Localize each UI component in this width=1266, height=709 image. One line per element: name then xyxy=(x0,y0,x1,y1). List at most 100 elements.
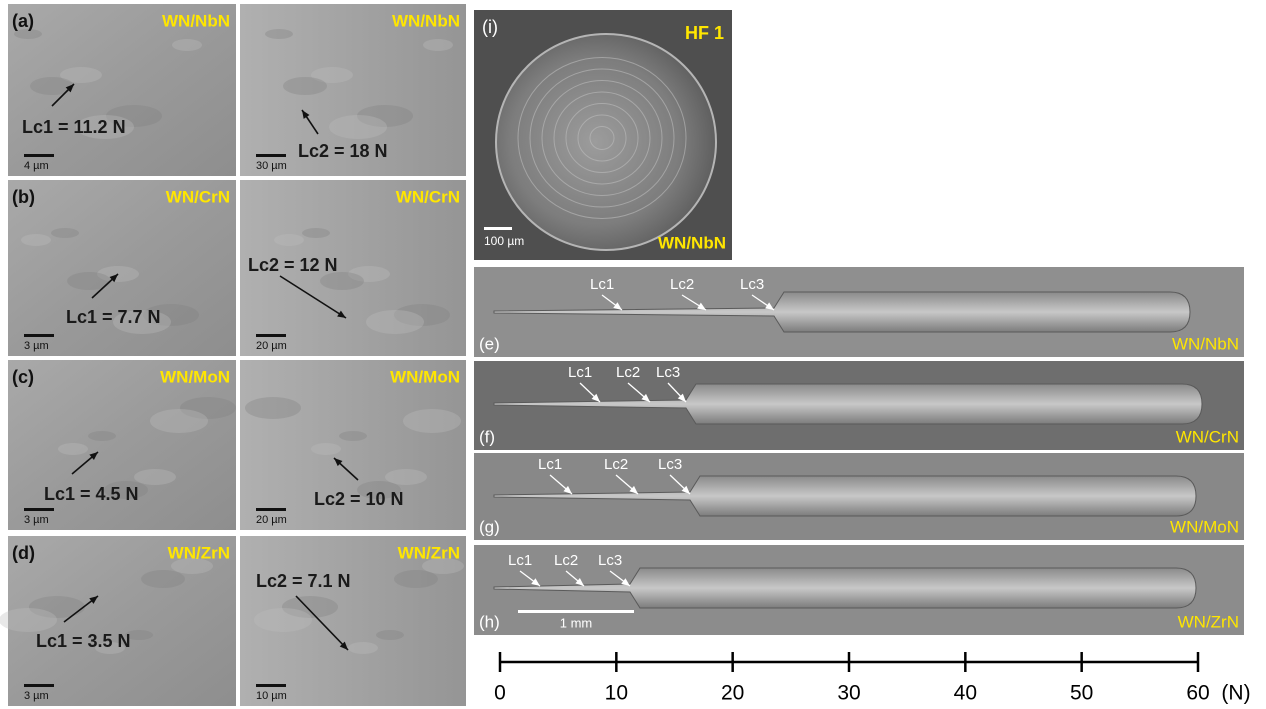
panel-label: (e) xyxy=(479,334,500,353)
texture xyxy=(282,596,338,618)
scale-bar xyxy=(24,684,54,687)
texture xyxy=(143,304,199,326)
critical-load: Lc2 = 7.1 N xyxy=(256,571,351,591)
texture xyxy=(88,431,116,441)
texture xyxy=(113,310,171,334)
scale-bar-label: 1 mm xyxy=(560,615,593,630)
scale-bar xyxy=(256,334,286,337)
marker-label: Lc3 xyxy=(656,364,680,381)
texture xyxy=(422,558,464,574)
scratch-track xyxy=(493,383,1203,425)
texture xyxy=(134,469,176,485)
texture xyxy=(180,397,236,419)
texture xyxy=(348,642,378,654)
scale-bar-label: 3 µm xyxy=(24,690,49,702)
marker-label: Lc2 xyxy=(670,276,694,293)
scale-bar-label: 20 µm xyxy=(256,514,287,526)
texture xyxy=(254,608,312,632)
sem-image xyxy=(8,536,236,706)
texture xyxy=(403,409,461,433)
scale-bar xyxy=(256,508,286,511)
sem-image xyxy=(240,360,466,530)
sem-image xyxy=(8,360,236,530)
critical-load: Lc1 = 11.2 N xyxy=(22,117,126,137)
arrow-head xyxy=(531,578,540,586)
material-label: WN/CrN xyxy=(166,187,230,206)
scale-bar xyxy=(24,334,54,337)
texture xyxy=(0,608,57,632)
arrow-head xyxy=(677,393,686,402)
texture xyxy=(283,77,327,95)
tick-label: 10 xyxy=(605,682,628,705)
scale-bar xyxy=(256,684,286,687)
arrow-head xyxy=(575,578,584,586)
scale-bar xyxy=(518,610,634,613)
indent-ring xyxy=(565,103,639,173)
scale-bar-label: 4 µm xyxy=(24,160,49,172)
arrow-line xyxy=(279,275,347,319)
scratch-track xyxy=(493,475,1197,517)
sem-image xyxy=(8,4,236,176)
tick-label: 50 xyxy=(1070,682,1093,705)
texture xyxy=(339,431,367,441)
texture xyxy=(171,558,213,574)
test-label: HF 1 xyxy=(685,23,724,43)
panel-label: (g) xyxy=(479,517,500,536)
sem-image xyxy=(8,180,236,356)
arrow-head xyxy=(563,485,572,494)
arrow-head xyxy=(621,578,630,586)
texture xyxy=(302,228,330,238)
scale-bar-label: 3 µm xyxy=(24,340,49,352)
panel-label: (i) xyxy=(482,17,498,37)
marker-label: Lc3 xyxy=(740,276,764,293)
critical-load: Lc2 = 12 N xyxy=(248,255,338,275)
arrow-head xyxy=(629,485,638,494)
marker-label: Lc1 xyxy=(590,276,614,293)
texture xyxy=(125,630,153,640)
sem-image xyxy=(240,4,466,176)
texture xyxy=(274,234,304,246)
critical-load: Lc1 = 7.7 N xyxy=(66,307,161,327)
arrow-head xyxy=(681,485,690,494)
critical-load: Lc1 = 4.5 N xyxy=(44,484,139,504)
tick-label: 40 xyxy=(954,682,977,705)
indent-ring xyxy=(517,57,687,219)
indent-ring xyxy=(529,68,675,208)
texture xyxy=(329,115,387,139)
material-label: WN/MoN xyxy=(1170,517,1239,536)
marker-label: Lc1 xyxy=(508,552,532,569)
material-label: WN/ZrN xyxy=(1178,612,1239,631)
indent-ring xyxy=(553,91,651,185)
texture xyxy=(394,570,438,588)
arrow-head xyxy=(89,596,98,604)
critical-load: Lc2 = 18 N xyxy=(298,141,388,161)
tick-label: 60 xyxy=(1186,682,1209,705)
arrow-head xyxy=(765,302,774,310)
marker-label: Lc1 xyxy=(568,364,592,381)
arrow-head xyxy=(337,310,346,318)
scale-bar-label: 30 µm xyxy=(256,160,287,172)
texture xyxy=(29,596,85,618)
texture xyxy=(376,630,404,640)
texture xyxy=(30,77,74,95)
material-label: WN/CrN xyxy=(1176,427,1239,446)
panel-label: (b) xyxy=(12,187,35,207)
panel-label: (a) xyxy=(12,11,34,31)
panel-label: (c) xyxy=(12,367,34,387)
texture xyxy=(423,39,453,51)
marker-label: Lc2 xyxy=(554,552,578,569)
axis-unit: (N) xyxy=(1221,682,1250,705)
material-label: WN/ZrN xyxy=(398,543,460,562)
scale-bar-label: 3 µm xyxy=(24,514,49,526)
sem-image xyxy=(240,536,466,706)
texture xyxy=(67,272,111,290)
marker-label: Lc3 xyxy=(658,456,682,473)
material-label: WN/MoN xyxy=(390,367,460,386)
arrow-head xyxy=(697,302,706,310)
texture xyxy=(106,105,162,127)
scratch-track xyxy=(493,291,1191,333)
critical-load: Lc2 = 10 N xyxy=(314,489,404,509)
texture xyxy=(21,234,51,246)
material-label: WN/ZrN xyxy=(168,543,230,562)
